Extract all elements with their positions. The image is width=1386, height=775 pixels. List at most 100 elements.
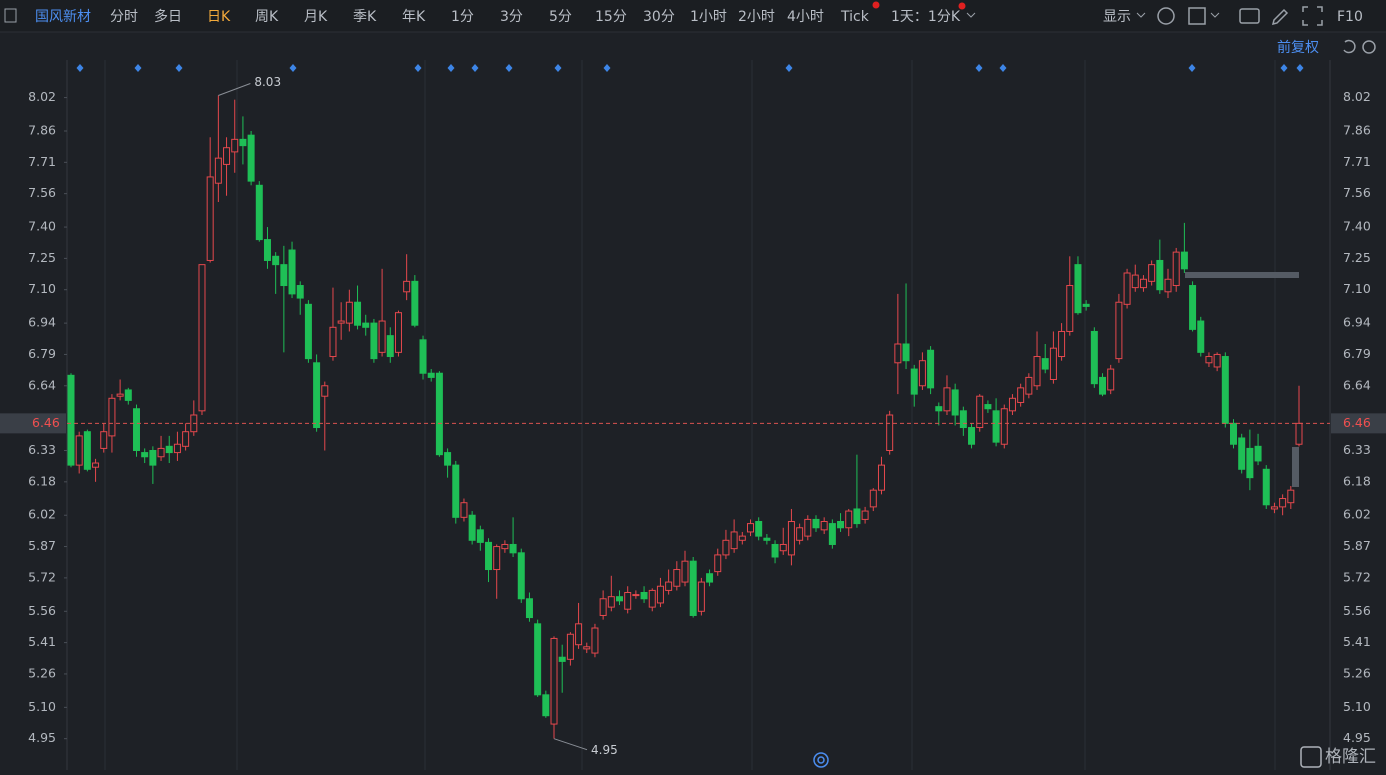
draw-icon[interactable] (1271, 8, 1289, 26)
candle-body (173, 443, 181, 454)
candle-body (444, 452, 452, 466)
candle-body (1058, 330, 1066, 358)
candle-body (165, 445, 173, 454)
candle-body (362, 322, 370, 328)
candle-body (149, 450, 157, 466)
period-tab[interactable]: Tick (840, 9, 870, 25)
locate-button-inner (817, 756, 825, 764)
y-tick-label-right: 7.25 (1343, 250, 1371, 265)
period-tab[interactable]: 2小时 (738, 9, 775, 25)
plot: 8.02 8.02 7.86 7.86 7.71 7.71 7.56 7.56 7.40 7.40… (0, 75, 1386, 757)
candle-body (632, 594, 640, 597)
y-tick-label-right: 5.56 (1343, 603, 1371, 618)
candle-body (1049, 347, 1057, 381)
fullscreen-icon[interactable] (1302, 6, 1323, 26)
period-tab[interactable]: 5分 (549, 9, 572, 25)
sidebar-toggle[interactable] (4, 8, 17, 23)
candle-body (427, 372, 435, 378)
candle-body (263, 239, 271, 261)
event-marker (471, 64, 479, 72)
candle-body (1279, 498, 1287, 508)
checkbox-icon[interactable] (1188, 7, 1206, 25)
candle-body (681, 560, 689, 583)
multi-period[interactable]: 1天：1分K (891, 9, 961, 25)
settings-icon[interactable] (1157, 7, 1175, 25)
candle-body (828, 523, 836, 545)
candle-body (157, 447, 165, 458)
y-tick-label-left: 5.56 (28, 603, 56, 618)
y-tick-label-right: 5.41 (1343, 634, 1371, 649)
candle-body (403, 280, 411, 293)
y-tick-label-left: 5.10 (28, 699, 56, 714)
watermark-logo (1300, 746, 1322, 768)
candle-body (665, 581, 673, 591)
event-marker (554, 64, 562, 72)
y-tick-label-left: 7.71 (28, 154, 56, 169)
candle-body (206, 176, 214, 261)
y-tick-label-left: 6.02 (28, 507, 56, 522)
candle-body (566, 633, 574, 660)
period-tab[interactable]: 季K (353, 9, 377, 25)
candle-body (812, 518, 820, 529)
candle-body (1221, 356, 1229, 424)
candle-body (689, 560, 697, 616)
y-tick-label-right: 8.02 (1343, 89, 1371, 104)
candle-body (83, 431, 91, 470)
period-tab[interactable]: 4小时 (787, 9, 824, 25)
period-tab[interactable]: 1分 (451, 9, 474, 25)
stock-name[interactable]: 国风新材 (35, 9, 91, 25)
display-menu[interactable]: 显示 (1103, 9, 1131, 25)
candle-body (656, 585, 664, 604)
candle-body (476, 529, 484, 543)
candle-body (640, 592, 648, 600)
candle-body (1041, 358, 1049, 370)
candle-body (1090, 330, 1098, 385)
candle-body (746, 523, 754, 533)
candle-body (1025, 376, 1033, 395)
adjust-mode[interactable]: 前复权 (1277, 39, 1319, 56)
event-marker (975, 64, 983, 72)
period-tab[interactable]: 30分 (643, 9, 675, 25)
y-tick-label-right: 7.56 (1343, 185, 1371, 200)
watermark: 格隆汇 (1325, 747, 1376, 767)
period-tab[interactable]: 分时 (110, 9, 138, 25)
candle-body (304, 303, 312, 360)
f10-button[interactable]: F10 (1337, 9, 1363, 25)
candle-body (722, 539, 730, 556)
zoom-out-icon[interactable] (1362, 40, 1376, 54)
candle-body (787, 521, 795, 556)
y-tick-label-left: 6.64 (28, 377, 56, 392)
candle-body (935, 406, 943, 412)
vertical-grid (76, 60, 1304, 770)
price-box-left (0, 413, 66, 434)
period-tab[interactable]: 日K (207, 9, 231, 25)
candle-body (1082, 303, 1090, 307)
candle-body (100, 431, 108, 449)
y-tick-label-right: 6.02 (1343, 507, 1371, 522)
candle-body (394, 312, 402, 353)
locate-button[interactable] (813, 752, 829, 768)
event-marker (1280, 64, 1288, 72)
period-tab[interactable]: 多日 (154, 8, 182, 25)
candle-body (1172, 251, 1180, 287)
period-tab[interactable]: 月K (304, 9, 328, 25)
period-tab[interactable]: 周K (255, 9, 279, 25)
period-tab[interactable]: 年K (402, 9, 426, 25)
period-tab[interactable]: 3分 (500, 9, 523, 25)
candle-body (730, 531, 738, 550)
period-tab[interactable]: 15分 (595, 9, 627, 25)
candle-body (984, 404, 992, 410)
undo-icon[interactable] (1343, 39, 1356, 54)
candle-body (943, 387, 951, 412)
candle-body (182, 431, 190, 447)
candle-body (1238, 437, 1246, 470)
period-tab[interactable]: 1小时 (690, 9, 727, 25)
candle-body (1107, 368, 1115, 391)
y-tick-label-right: 5.87 (1343, 538, 1371, 553)
y-tick-label-left: 6.33 (28, 442, 56, 457)
y-tick-label-left: 4.95 (28, 730, 56, 745)
camera-icon[interactable] (1239, 8, 1260, 24)
candle-body (1246, 447, 1254, 479)
